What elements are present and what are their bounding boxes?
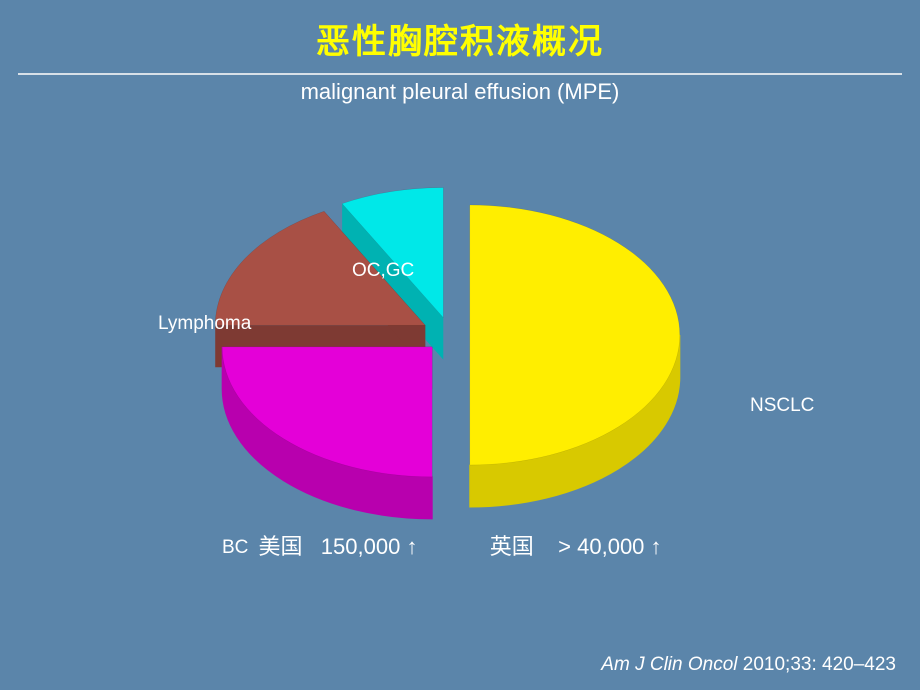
citation: Am J Clin Oncol 2010;33: 420–423: [601, 654, 896, 676]
slice-label: NSCLC: [750, 395, 814, 417]
page-title: 恶性胸腔积液概况: [0, 0, 920, 63]
citation-journal: Am J Clin Oncol: [601, 654, 737, 675]
slice-label: OC,GC: [352, 260, 414, 282]
slice-label: Lymphoma: [158, 313, 251, 335]
pie-chart: NSCLCBCLymphomaOC,GC: [0, 105, 920, 525]
title-rule: [18, 73, 902, 75]
pie-svg: [0, 105, 920, 555]
slice-label: BC: [222, 537, 248, 559]
page-subtitle: malignant pleural effusion (MPE): [0, 79, 920, 105]
citation-rest: 2010;33: 420–423: [738, 654, 897, 675]
